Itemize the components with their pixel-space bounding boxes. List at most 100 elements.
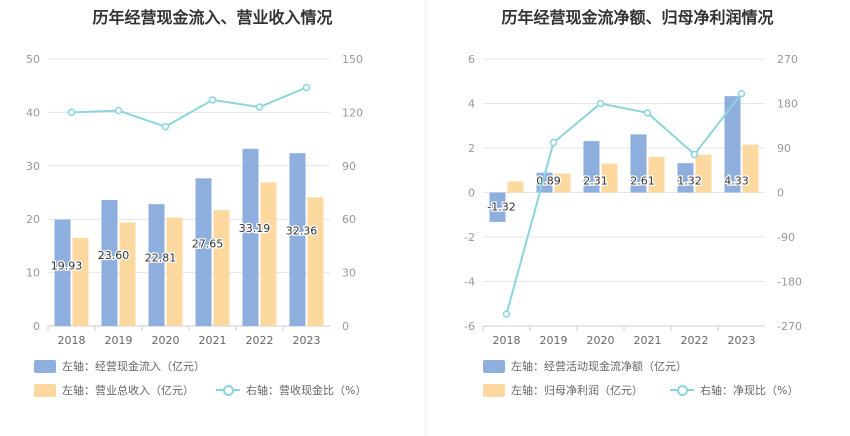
line-point bbox=[161, 122, 170, 131]
legend-label: 左轴：营业总收入（亿元） bbox=[62, 384, 194, 397]
legend-swatch-bar1 bbox=[483, 359, 505, 373]
x-tick-label: 2021 bbox=[199, 334, 227, 347]
bar-series1 bbox=[148, 204, 165, 326]
bar-data-label: 27.65 bbox=[192, 238, 224, 251]
bar-series2 bbox=[307, 197, 324, 326]
y-left-tick-label: 20 bbox=[26, 213, 40, 226]
x-tick-label: 2023 bbox=[293, 334, 321, 347]
y-right-tick-label: -90 bbox=[777, 231, 795, 244]
legend-label: 左轴：归母净利润（亿元） bbox=[511, 384, 643, 397]
y-right-tick-label: 180 bbox=[777, 98, 798, 111]
y-left-tick-label: 40 bbox=[26, 106, 40, 119]
bar-series2 bbox=[260, 182, 277, 326]
y-left-tick-label: 0 bbox=[33, 320, 40, 333]
chart-title: 历年经营现金流入、营业收入情况 bbox=[92, 8, 333, 27]
bar-series1 bbox=[677, 163, 694, 193]
line-point bbox=[502, 310, 511, 318]
x-tick-label: 2020 bbox=[152, 334, 180, 347]
line-point bbox=[255, 103, 264, 111]
y-left-tick-label: -4 bbox=[464, 276, 475, 289]
legend-label: 右轴：净现比（%） bbox=[700, 384, 799, 397]
x-tick-label: 2023 bbox=[728, 334, 756, 347]
bar-series1 bbox=[195, 178, 212, 326]
bar-series2 bbox=[166, 217, 183, 326]
x-tick-label: 2022 bbox=[681, 334, 709, 347]
y-right-tick-label: 30 bbox=[342, 267, 356, 280]
bar-series2 bbox=[72, 237, 89, 326]
bar-data-label: 0.89 bbox=[536, 175, 561, 188]
line-point bbox=[643, 109, 652, 117]
bar-series2 bbox=[695, 154, 712, 193]
legend-item-bar2[interactable]: 左轴：营业总收入（亿元） bbox=[34, 382, 194, 398]
bar-series2 bbox=[742, 144, 759, 193]
bar-series2 bbox=[119, 222, 136, 326]
bar-series1 bbox=[101, 199, 118, 326]
x-tick-label: 2021 bbox=[634, 334, 662, 347]
legend-swatch-bar2 bbox=[483, 383, 505, 397]
y-left-tick-label: 30 bbox=[26, 160, 40, 173]
x-tick-label: 2018 bbox=[493, 334, 521, 347]
legend-item-line[interactable]: 右轴：净现比（%） bbox=[670, 382, 798, 398]
legend-item-line[interactable]: 右轴：营收现金比（%） bbox=[216, 382, 366, 398]
y-left-tick-label: 10 bbox=[26, 267, 40, 280]
bar-series1 bbox=[583, 141, 600, 193]
y-right-tick-label: 150 bbox=[342, 53, 363, 66]
y-right-tick-label: 270 bbox=[777, 53, 798, 66]
line-point bbox=[737, 89, 746, 98]
x-tick-label: 2020 bbox=[587, 334, 615, 347]
bar-data-label: 4.33 bbox=[724, 175, 749, 188]
y-left-tick-label: -2 bbox=[464, 231, 475, 244]
panel-divider bbox=[425, 0, 426, 436]
legend-label: 右轴：营收现金比（%） bbox=[246, 384, 367, 397]
bar-data-label: 1.32 bbox=[677, 175, 702, 188]
line-point bbox=[114, 106, 123, 115]
legend-label: 左轴：经营活动现金流净额（亿元） bbox=[511, 360, 687, 373]
x-tick-label: 2022 bbox=[246, 334, 274, 347]
bar-series2 bbox=[507, 181, 524, 193]
y-right-tick-label: -180 bbox=[777, 276, 802, 289]
y-left-tick-label: 0 bbox=[468, 187, 475, 200]
line-series bbox=[505, 92, 743, 315]
chart-plot-area: -6 -4 -2 0 2 4 6 -270 -180 -90 0 90 180 270 2018 2019 20… bbox=[464, 53, 802, 347]
bar-data-label: 19.93 bbox=[51, 260, 83, 273]
legend-swatch-bar2 bbox=[34, 383, 56, 397]
legend-label: 左轴：经营现金流入（亿元） bbox=[62, 360, 205, 373]
x-tick-label: 2019 bbox=[540, 334, 568, 347]
y-left-tick-label: 2 bbox=[468, 142, 475, 155]
bar-data-label: 32.36 bbox=[286, 224, 318, 237]
chart-plot-area: 0 10 20 30 40 50 0 30 60 90 120 150 2018 2019 2020 2021… bbox=[26, 53, 363, 347]
bar-series1 bbox=[242, 148, 259, 326]
bar-series1 bbox=[630, 134, 647, 193]
y-right-tick-label: 90 bbox=[342, 160, 356, 173]
y-right-tick-label: -270 bbox=[777, 320, 802, 333]
line-point bbox=[596, 99, 605, 108]
bar-series2 bbox=[601, 163, 618, 193]
legend-item-bar1[interactable]: 左轴：经营现金流入（亿元） bbox=[34, 358, 205, 374]
bar-series1 bbox=[54, 219, 71, 326]
legend-item-bar1[interactable]: 左轴：经营活动现金流净额（亿元） bbox=[483, 358, 687, 374]
line-point bbox=[208, 96, 217, 104]
legend-swatch-line bbox=[216, 384, 240, 396]
bar-data-label: 2.61 bbox=[630, 175, 655, 188]
legend-swatch-line bbox=[670, 384, 694, 396]
y-right-tick-label: 0 bbox=[777, 187, 784, 200]
x-tick-label: 2018 bbox=[58, 334, 86, 347]
chart-panel-net-cash-profit: 历年经营现金流净额、归母净利润情况 -6 -4 -2 0 2 4 6 -270 -180 -90 0… bbox=[425, 0, 850, 436]
line-point bbox=[549, 138, 558, 147]
y-right-tick-label: 90 bbox=[777, 142, 791, 155]
bar-series2 bbox=[554, 173, 571, 193]
y-right-tick-label: 60 bbox=[342, 213, 356, 226]
legend-item-bar2[interactable]: 左轴：归母净利润（亿元） bbox=[483, 382, 643, 398]
y-left-tick-label: 6 bbox=[468, 53, 475, 66]
y-left-tick-label: 4 bbox=[468, 98, 475, 111]
line-point bbox=[302, 83, 311, 92]
bar-series2 bbox=[213, 210, 230, 326]
y-left-tick-label: 50 bbox=[26, 53, 40, 66]
bar-data-label: 2.31 bbox=[583, 175, 608, 188]
x-tick-label: 2019 bbox=[105, 334, 133, 347]
line-point bbox=[690, 150, 699, 159]
bar-series1 bbox=[289, 153, 306, 326]
y-right-tick-label: 120 bbox=[342, 106, 363, 119]
bar-series1 bbox=[489, 192, 506, 222]
y-left-tick-label: -6 bbox=[464, 320, 475, 333]
